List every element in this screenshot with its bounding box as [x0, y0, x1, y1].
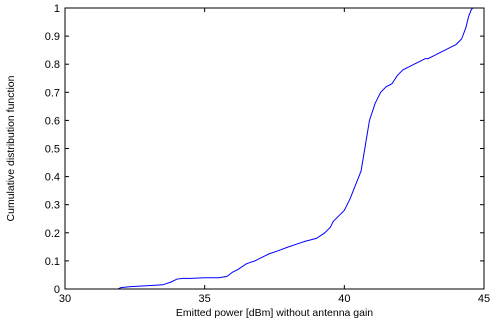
y-tick-label: 0.8 — [45, 59, 60, 71]
y-tick-label: 0.9 — [45, 31, 60, 43]
x-tick-label: 35 — [199, 293, 211, 305]
y-tick-label: 0.3 — [45, 200, 60, 212]
y-tick-label: 0.4 — [45, 172, 60, 184]
y-tick-label: 0.2 — [45, 228, 60, 240]
x-tick-label: 45 — [478, 293, 490, 305]
y-tick-label: 0.5 — [45, 144, 60, 156]
axis-ticks — [64, 7, 485, 290]
x-tick-label: 40 — [338, 293, 350, 305]
y-tick-label: 0.1 — [45, 256, 60, 268]
cdf-series-line — [117, 7, 474, 290]
x-axis-label: Emitted power [dBm] without antenna gain — [176, 307, 373, 319]
y-tick-label: 0.7 — [45, 87, 60, 99]
x-tick-label: 30 — [59, 293, 71, 305]
plot-area-frame — [64, 7, 485, 290]
axis-tick-labels: 30 35 40 45 0 0.1 0.2 0.3 0.4 0.5 0.6 0.7 0.8 0.9 1 — [45, 3, 490, 305]
y-tick-label: 0 — [54, 284, 60, 296]
y-axis-label: Cumulative distribution function — [5, 75, 17, 221]
y-tick-label: 1 — [54, 3, 60, 15]
y-tick-label: 0.6 — [45, 115, 60, 127]
